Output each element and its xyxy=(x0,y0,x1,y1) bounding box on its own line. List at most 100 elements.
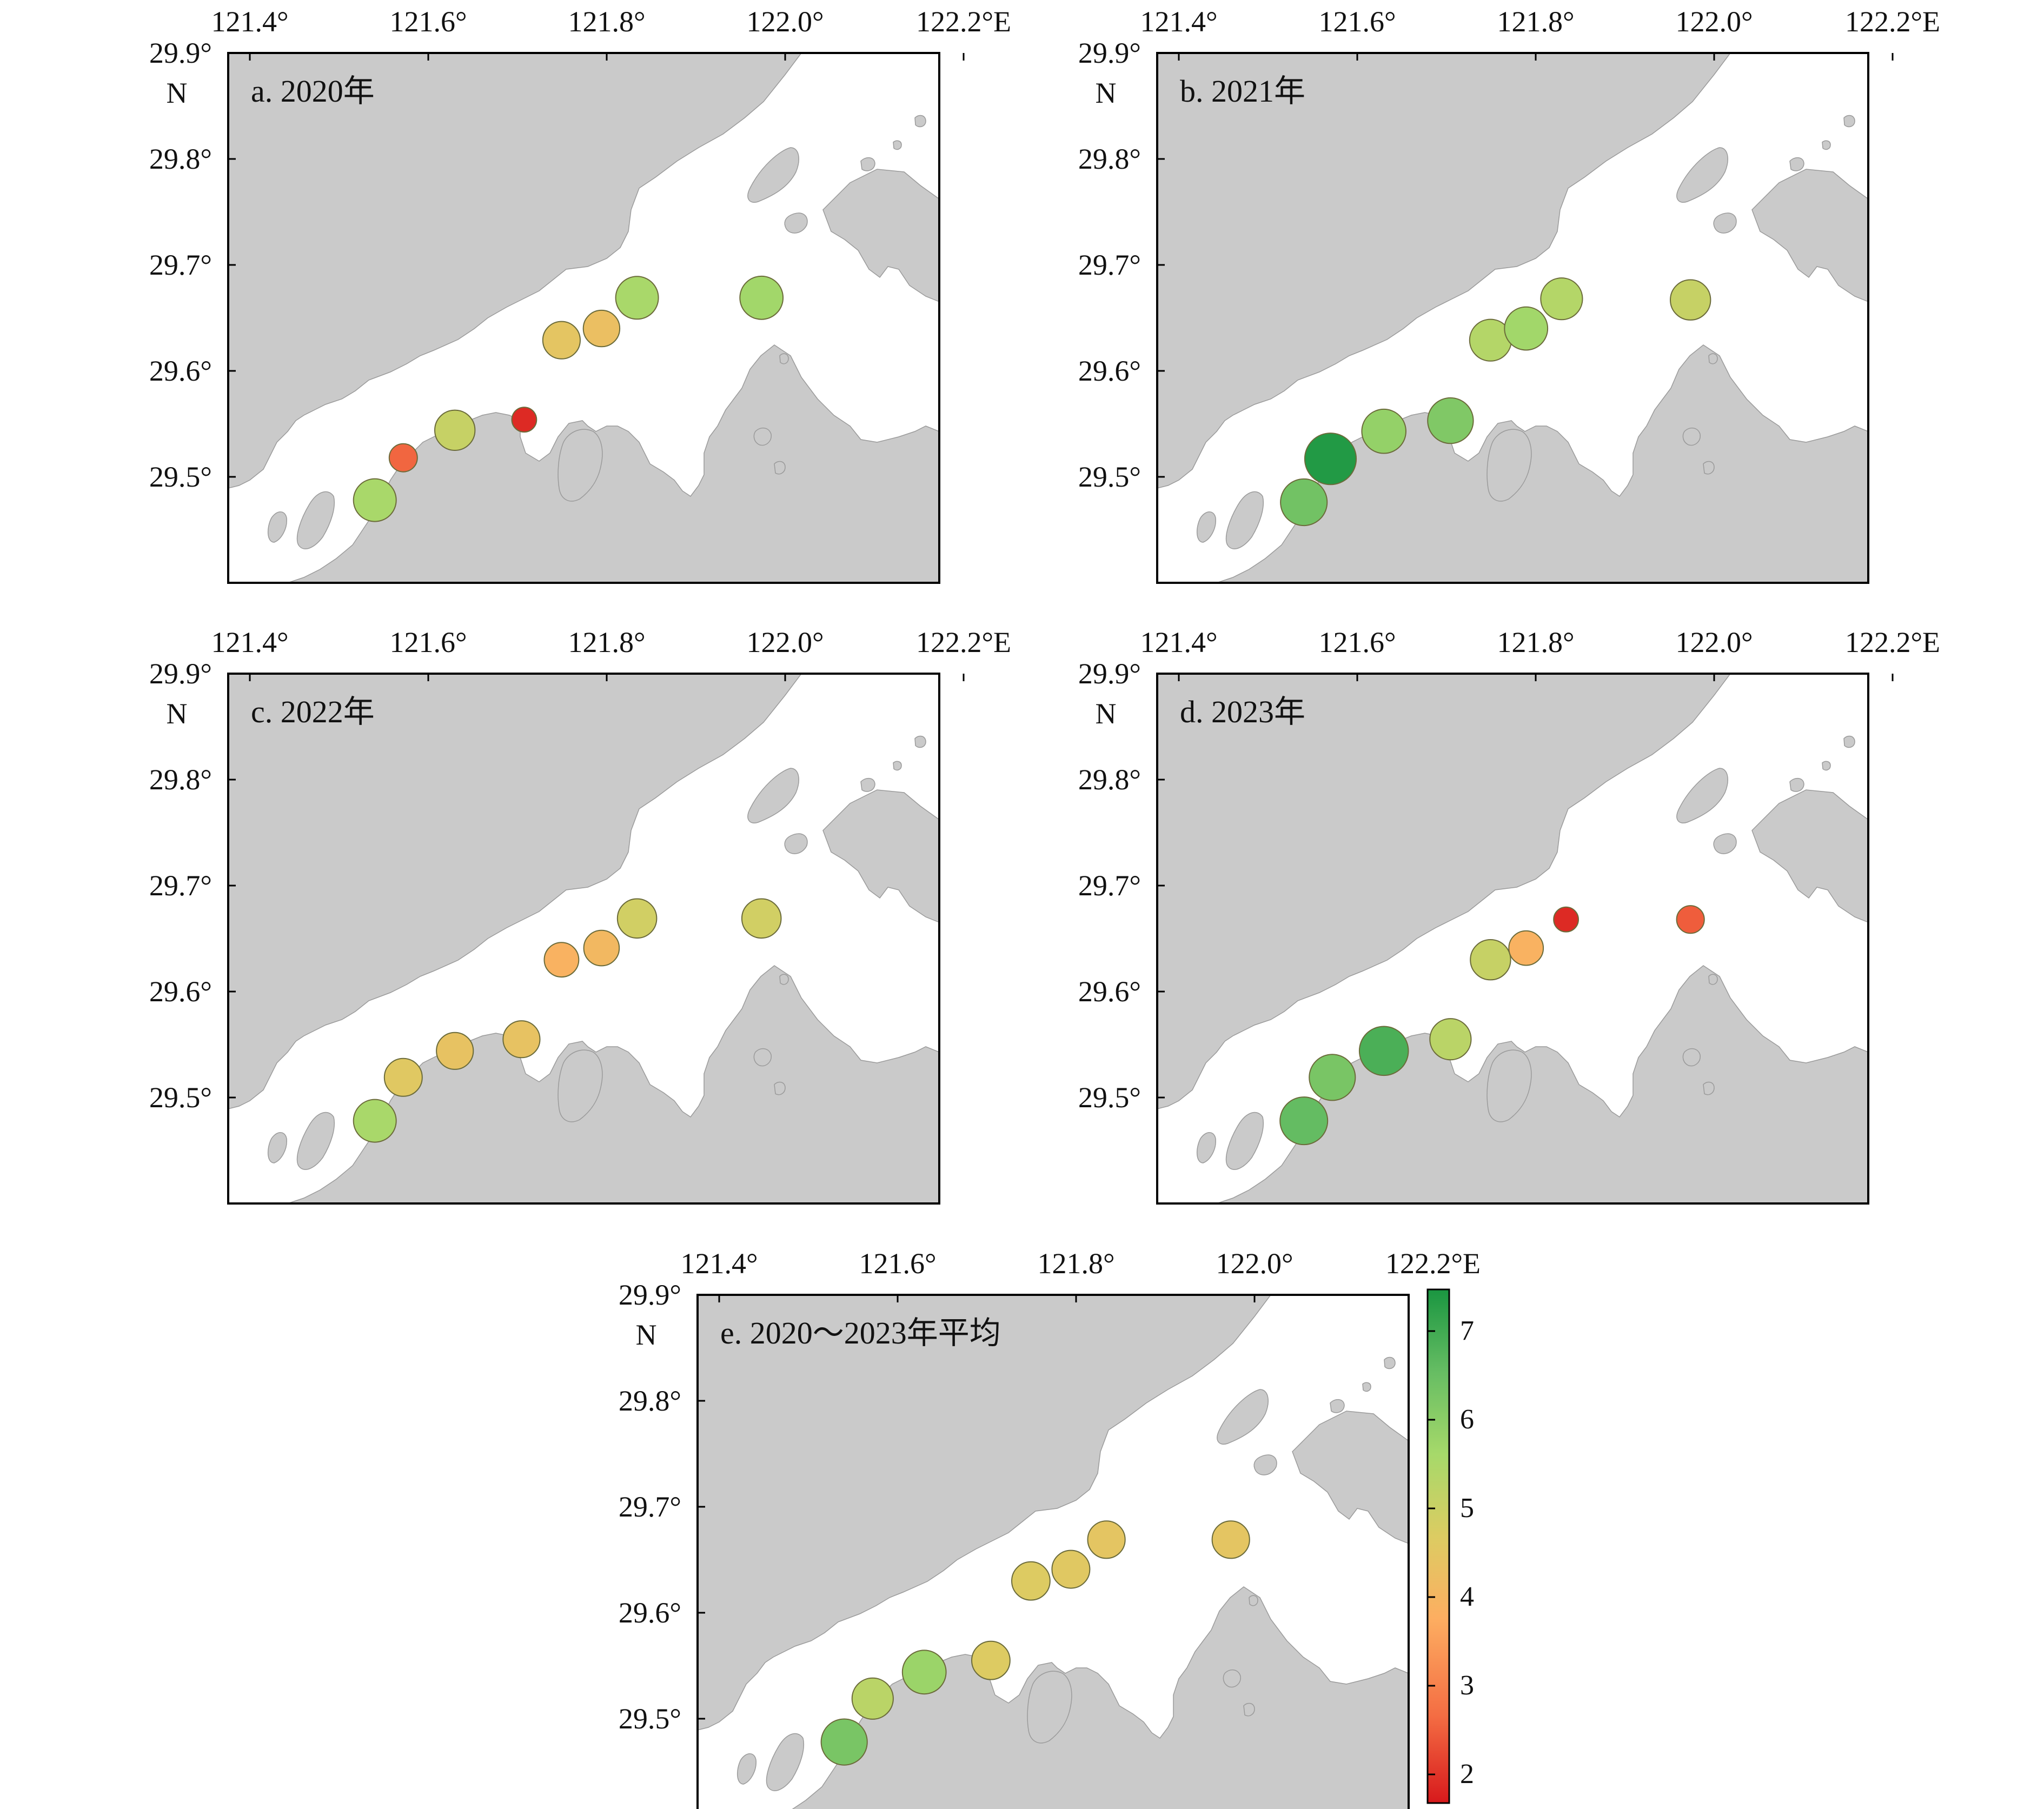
lat-tick-label: 29.9° xyxy=(1078,657,1141,690)
map-panel-4: 121.4° 121.6° 121.8° 122.0° 122.2°E 29.9° 29.8… xyxy=(1078,626,1940,1205)
lon-tick-label: 121.4° xyxy=(211,5,288,38)
lat-tick-label: 29.5° xyxy=(1078,461,1141,493)
lat-tick-label: 29.5° xyxy=(149,1081,212,1114)
station-marker-3 xyxy=(436,1032,474,1070)
station-marker-4 xyxy=(1429,1018,1472,1061)
station-marker-2 xyxy=(1309,1054,1356,1101)
lon-tick-label: 122.2°E xyxy=(1845,626,1940,659)
map-panel-2: 121.4° 121.6° 121.8° 122.0° 122.2°E 29.9° 29.8… xyxy=(1078,5,1940,584)
lat-unit-label: N xyxy=(167,77,188,109)
station-marker-4 xyxy=(502,1020,541,1059)
map-panel-1: 121.4° 121.6° 121.8° 122.0° 122.2°E 29.9° 29.8… xyxy=(149,5,1011,584)
lat-tick-label: 29.8° xyxy=(1078,763,1141,796)
colorbar-tick-2: 2 xyxy=(1460,1759,1474,1790)
lat-tick-label: 29.6° xyxy=(1078,975,1141,1008)
station-marker-8 xyxy=(739,275,784,320)
station-marker-7 xyxy=(1553,906,1580,933)
lat-tick-label: 29.8° xyxy=(619,1385,681,1417)
station-marker-6 xyxy=(583,929,620,967)
map-frame xyxy=(227,52,940,584)
station-marker-4 xyxy=(511,407,537,433)
station-marker-8 xyxy=(1676,905,1705,934)
station-marker-4 xyxy=(971,1640,1011,1680)
station-marker-6 xyxy=(1508,930,1544,966)
map-panel-5: 121.4° 121.6° 121.8° 122.0° 122.2°E 29.9° 29.8… xyxy=(619,1247,1481,1809)
lat-tick-label: 29.8° xyxy=(149,143,212,175)
station-marker-5 xyxy=(543,942,580,978)
lat-tick-label: 29.5° xyxy=(619,1702,681,1735)
lon-tick-label: 121.8° xyxy=(1497,626,1574,659)
panel-title: c. 2022年 xyxy=(251,694,375,729)
lon-tick-label: 122.0° xyxy=(1675,5,1753,38)
station-marker-3 xyxy=(1361,408,1406,454)
station-marker-7 xyxy=(616,898,658,939)
lon-tick-label: 121.8° xyxy=(568,626,645,659)
colorbar: 7 6 5 4 3 2 xyxy=(1426,1288,1474,1804)
lon-tick-label: 122.2°E xyxy=(916,5,1011,38)
station-marker-7 xyxy=(1087,1520,1126,1559)
lon-tick-label: 121.4° xyxy=(1140,626,1217,659)
station-marker-8 xyxy=(741,898,782,939)
lon-tick-label: 121.4° xyxy=(680,1247,758,1280)
colorbar-tick-5: 5 xyxy=(1460,1493,1474,1524)
lat-tick-label: 29.6° xyxy=(619,1597,681,1629)
lon-tick-label: 122.0° xyxy=(746,626,824,659)
lon-tick-label: 121.6° xyxy=(1318,5,1396,38)
lon-tick-label: 121.6° xyxy=(859,1247,936,1280)
lat-unit-label: N xyxy=(636,1319,657,1351)
station-marker-2 xyxy=(388,443,418,473)
station-marker-1 xyxy=(1279,1096,1329,1146)
lat-tick-label: 29.5° xyxy=(1078,1081,1141,1114)
lon-tick-label: 121.8° xyxy=(1037,1247,1114,1280)
lat-tick-label: 29.7° xyxy=(149,249,212,281)
lon-tick-label: 122.2°E xyxy=(916,626,1011,659)
station-marker-3 xyxy=(901,1650,947,1695)
lon-tick-label: 122.0° xyxy=(1216,1247,1293,1280)
lat-unit-label: N xyxy=(1096,697,1117,730)
lat-tick-label: 29.9° xyxy=(619,1279,681,1311)
lon-tick-label: 121.8° xyxy=(1497,5,1574,38)
station-marker-6 xyxy=(1051,1549,1091,1589)
station-marker-5 xyxy=(542,321,581,360)
lat-unit-label: N xyxy=(1096,77,1117,109)
station-marker-2 xyxy=(851,1677,894,1720)
lat-tick-label: 29.7° xyxy=(149,869,212,902)
station-marker-5 xyxy=(1470,939,1511,981)
lat-tick-label: 29.9° xyxy=(149,37,212,69)
map-frame xyxy=(1156,673,1869,1205)
lat-tick-label: 29.8° xyxy=(1078,143,1141,175)
station-marker-8 xyxy=(1211,1520,1250,1559)
lon-tick-label: 121.4° xyxy=(211,626,288,659)
station-marker-2 xyxy=(1304,433,1357,485)
lat-tick-label: 29.7° xyxy=(1078,869,1141,902)
lat-tick-label: 29.6° xyxy=(149,975,212,1008)
lat-tick-label: 29.6° xyxy=(149,355,212,387)
station-marker-6 xyxy=(582,309,621,348)
station-marker-1 xyxy=(353,478,397,522)
map-frame xyxy=(1156,52,1869,584)
lat-unit-label: N xyxy=(167,697,188,730)
lon-tick-label: 121.8° xyxy=(568,5,645,38)
lon-tick-label: 121.4° xyxy=(1140,5,1217,38)
colorbar-gradient xyxy=(1426,1288,1450,1804)
station-marker-7 xyxy=(615,276,659,320)
lon-tick-label: 121.6° xyxy=(389,626,467,659)
lon-tick-label: 121.6° xyxy=(1318,626,1396,659)
lat-tick-label: 29.7° xyxy=(1078,249,1141,281)
lat-tick-label: 29.8° xyxy=(149,763,212,796)
lon-tick-label: 122.2°E xyxy=(1845,5,1940,38)
colorbar-tick-7: 7 xyxy=(1460,1315,1474,1346)
station-marker-1 xyxy=(1280,478,1328,527)
lat-tick-label: 29.9° xyxy=(1078,37,1141,69)
station-marker-3 xyxy=(434,409,476,451)
station-marker-1 xyxy=(820,1718,868,1766)
map-frame xyxy=(227,673,940,1205)
colorbar-tick-3: 3 xyxy=(1460,1670,1474,1701)
lat-tick-label: 29.7° xyxy=(619,1491,681,1523)
panel-title: d. 2023年 xyxy=(1180,694,1305,729)
map-panel-3: 121.4° 121.6° 121.8° 122.0° 122.2°E 29.9° 29.8… xyxy=(149,626,1011,1205)
lat-tick-label: 29.9° xyxy=(149,657,212,690)
lat-tick-label: 29.6° xyxy=(1078,355,1141,387)
station-marker-8 xyxy=(1670,279,1711,321)
